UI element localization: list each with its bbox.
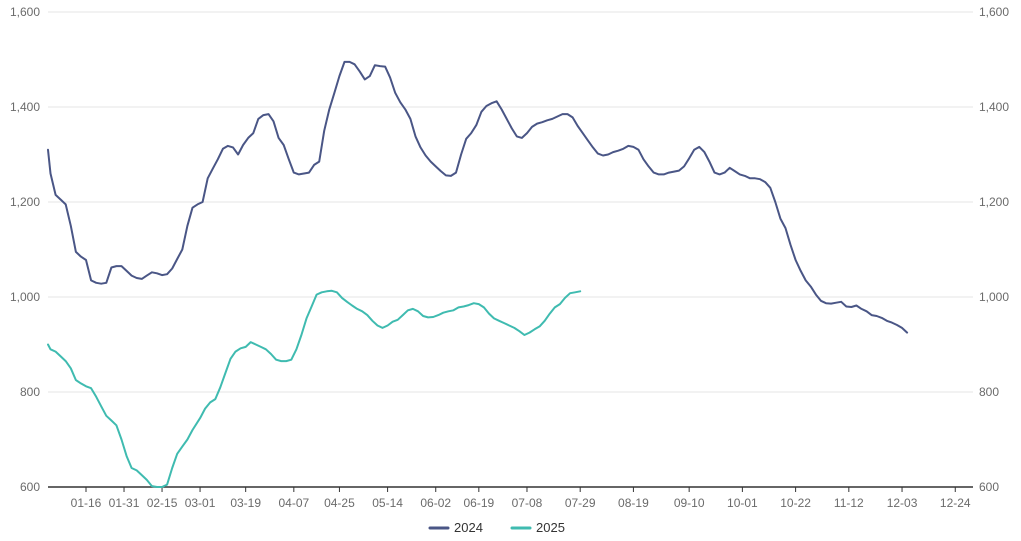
y-tick-label-right: 600	[979, 480, 999, 494]
y-tick-label-right: 1,400	[979, 100, 1009, 114]
y-tick-label-left: 600	[20, 480, 40, 494]
legend-label-2025: 2025	[536, 520, 565, 535]
x-tick-label: 02-15	[147, 496, 178, 510]
y-tick-label-right: 800	[979, 385, 999, 399]
x-tick-label: 07-29	[565, 496, 596, 510]
x-tick-label: 09-10	[674, 496, 705, 510]
x-tick-label: 07-08	[512, 496, 543, 510]
x-tick-label: 01-16	[71, 496, 102, 510]
x-tick-label: 06-19	[463, 496, 494, 510]
x-tick-label: 08-19	[618, 496, 649, 510]
y-tick-label-left: 800	[20, 385, 40, 399]
x-tick-label: 03-19	[230, 496, 261, 510]
y-tick-label-right: 1,200	[979, 195, 1009, 209]
x-tick-label: 11-12	[834, 496, 864, 510]
y-axis-right: 600 800 1,000 1,200 1,400 1,600	[979, 5, 1009, 494]
x-tick-label: 10-01	[727, 496, 758, 510]
series-lines	[47, 60, 909, 488]
x-axis: 01-16 01-31 02-15 03-01 03-19 04-07 04-25 05-14…	[48, 486, 973, 510]
y-tick-label-left: 1,200	[10, 195, 40, 209]
series-line-2024	[47, 60, 909, 334]
x-tick-label: 10-22	[780, 496, 811, 510]
y-tick-label-right: 1,600	[979, 5, 1009, 19]
x-tick-label: 04-07	[278, 496, 309, 510]
x-tick-label: 03-01	[185, 496, 216, 510]
y-tick-label-left: 1,400	[10, 100, 40, 114]
x-tick-label: 12-24	[940, 496, 971, 510]
y-tick-label-left: 1,000	[10, 290, 40, 304]
grid-lines	[48, 11, 973, 393]
y-tick-label-left: 1,600	[10, 5, 40, 19]
legend: 2024 2025	[428, 520, 565, 535]
x-tick-label: 06-02	[420, 496, 451, 510]
y-axis-left: 600 800 1,000 1,200 1,400 1,600	[10, 5, 40, 494]
x-tick-label: 05-14	[372, 496, 403, 510]
x-tick-label: 12-03	[887, 496, 918, 510]
legend-label-2024: 2024	[454, 520, 483, 535]
y-tick-label-right: 1,000	[979, 290, 1009, 304]
x-tick-label: 01-31	[109, 496, 140, 510]
series-line-2025	[47, 289, 582, 488]
x-tick-label: 04-25	[324, 496, 355, 510]
